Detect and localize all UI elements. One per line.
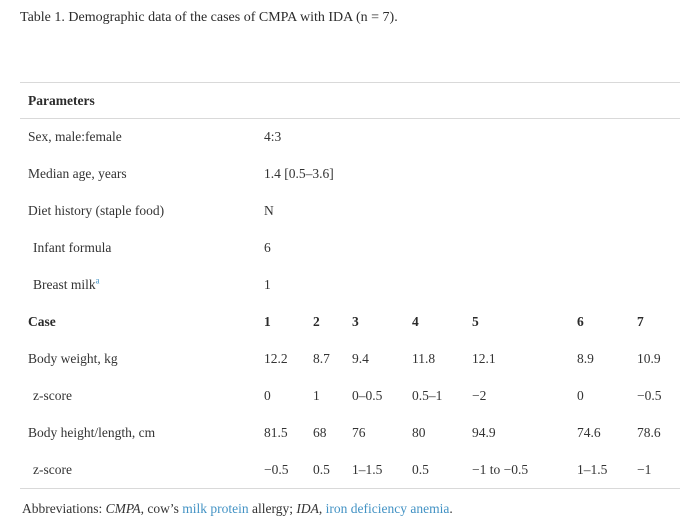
table-row-diet-history: Diet history (staple food) N <box>20 193 680 230</box>
param-label: Body height/length, cm <box>28 425 156 440</box>
param-label: Diet history (staple food) <box>28 203 165 218</box>
case-value: −1 <box>637 461 652 477</box>
case-value: 68 <box>313 425 327 440</box>
case-value: 0 <box>264 388 271 403</box>
paper-table-figure: Table 1. Demographic data of the cases o… <box>20 10 681 518</box>
case-value: −1 to −0.5 <box>472 461 529 477</box>
case-value: 0.5 <box>313 461 330 477</box>
param-label: Median age, years <box>28 166 127 181</box>
param-label: z-score <box>33 388 72 403</box>
case-value: 78.6 <box>637 425 661 440</box>
table-row-body-height: Body height/length, cm 81.5 68 76 80 94.… <box>20 415 680 452</box>
abbreviations-note: Abbreviations: CMPA, cow’s milk protein … <box>22 500 680 518</box>
case-value: 9.4 <box>352 351 369 366</box>
case-value: 12.1 <box>472 351 496 366</box>
param-label: Breast milka <box>20 267 264 304</box>
table-caption: Table 1. Demographic data of the cases o… <box>20 10 398 25</box>
case-value: 1–1.5 <box>577 461 608 477</box>
case-value: 12.2 <box>264 351 288 366</box>
case-value: 94.9 <box>472 425 496 440</box>
param-value: 1.4 [0.5–3.6] <box>264 166 334 181</box>
ida-abbrev: IDA <box>296 501 319 516</box>
table-row-body-weight: Body weight, kg 12.2 8.7 9.4 11.8 12.1 8… <box>20 341 680 378</box>
parameters-header-row: Parameters <box>20 83 681 119</box>
case-value: 81.5 <box>264 425 288 440</box>
table-row-breast-milk: Breast milka 1 <box>20 267 680 304</box>
milk-protein-link[interactable]: milk protein <box>182 501 249 516</box>
iron-deficiency-anemia-link[interactable]: iron deficiency anemia <box>325 501 450 516</box>
table-row-sex: Sex, male:female 4:3 <box>20 119 680 156</box>
case-value: 10.9 <box>637 351 661 366</box>
abbreviations-text: , cow’s <box>140 501 183 516</box>
table-row-infant-formula: Infant formula 6 <box>20 230 680 267</box>
case-header-row: Case 1 2 3 4 5 6 7 <box>20 304 680 341</box>
table-row-median-age: Median age, years 1.4 [0.5–3.6] <box>20 156 680 193</box>
table-row-weight-zscore: z-score 0 1 0–0.5 0.5–1 −2 0 −0.5 <box>20 378 680 415</box>
case-value: 8.7 <box>313 351 330 366</box>
parameters-header: Parameters <box>28 92 95 108</box>
param-label: Sex, male:female <box>28 129 122 145</box>
param-label: z-score <box>33 461 72 477</box>
case-number: 3 <box>352 314 359 329</box>
demographic-table: Parameters Sex, male:female 4:3 Median a… <box>20 82 681 489</box>
param-value: N <box>264 203 274 218</box>
case-value: 0 <box>577 388 584 403</box>
case-value: 80 <box>412 425 426 440</box>
case-value: −0.5 <box>264 461 289 477</box>
case-value: 0–0.5 <box>352 388 383 403</box>
param-label: Infant formula <box>33 240 112 255</box>
case-number: 1 <box>264 314 271 329</box>
case-value: 1 <box>313 388 320 403</box>
case-number: 6 <box>577 314 584 329</box>
case-number: 5 <box>472 314 479 329</box>
table-row-height-zscore: z-score −0.5 0.5 1–1.5 0.5 −1 to −0.5 1–… <box>20 452 680 489</box>
case-value: 1–1.5 <box>352 461 383 477</box>
case-value: −2 <box>472 388 487 403</box>
case-number: 4 <box>412 314 419 329</box>
case-value: −0.5 <box>637 388 662 403</box>
param-label-text: Breast milk <box>33 277 96 292</box>
case-header-label: Case <box>28 314 56 329</box>
cmpa-abbrev: CMPA <box>105 501 141 516</box>
abbreviations-text: allergy; <box>248 501 297 516</box>
case-number: 2 <box>313 314 320 329</box>
param-label: Body weight, kg <box>28 351 118 366</box>
param-value: 4:3 <box>264 129 282 145</box>
case-value: 76 <box>352 425 366 440</box>
case-number: 7 <box>637 314 644 329</box>
case-value: 8.9 <box>577 351 594 366</box>
case-value: 0.5 <box>412 461 429 477</box>
param-value: 1 <box>264 277 271 292</box>
abbreviations-text: , <box>318 501 326 516</box>
footnote-a-link[interactable]: a <box>95 275 100 286</box>
case-value: 11.8 <box>412 351 436 366</box>
param-value: 6 <box>264 240 271 255</box>
case-value: 74.6 <box>577 425 601 440</box>
case-value: 0.5–1 <box>412 388 443 403</box>
abbreviations-text: . <box>449 501 453 516</box>
abbreviations-text: Abbreviations: <box>22 501 106 516</box>
